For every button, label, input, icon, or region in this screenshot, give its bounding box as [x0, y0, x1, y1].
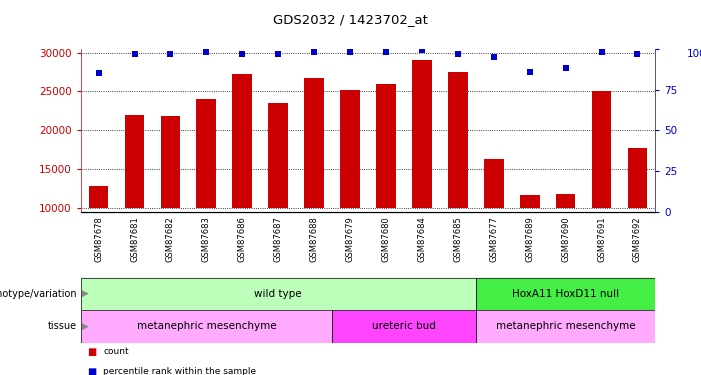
Text: GSM87682: GSM87682: [166, 216, 175, 262]
Text: metanephric mesenchyme: metanephric mesenchyme: [137, 321, 276, 332]
Point: [200, 49, 212, 55]
Bar: [304, 78, 324, 208]
Bar: [592, 92, 611, 208]
Text: GSM87678: GSM87678: [94, 216, 103, 262]
Text: count: count: [103, 346, 129, 355]
Point: [165, 51, 176, 57]
Bar: [412, 60, 432, 208]
Bar: [268, 103, 288, 208]
Bar: [556, 194, 576, 208]
Bar: [448, 72, 468, 208]
Text: GSM87687: GSM87687: [273, 216, 283, 262]
Point: [308, 49, 320, 55]
Point: [237, 51, 248, 57]
Text: percentile rank within the sample: percentile rank within the sample: [103, 367, 256, 375]
Text: GSM87689: GSM87689: [525, 216, 534, 262]
Bar: [81, 310, 332, 343]
Text: metanephric mesenchyme: metanephric mesenchyme: [496, 321, 635, 332]
Text: tissue: tissue: [48, 321, 77, 332]
Text: wild type: wild type: [254, 289, 302, 299]
Text: GSM87680: GSM87680: [381, 216, 390, 262]
Text: GSM87677: GSM87677: [489, 216, 498, 262]
Point: [129, 51, 140, 57]
Bar: [520, 195, 540, 208]
Text: GSM87692: GSM87692: [633, 216, 642, 262]
Bar: [233, 74, 252, 208]
Bar: [627, 148, 647, 208]
Bar: [332, 310, 476, 343]
Point: [344, 49, 355, 55]
Bar: [81, 278, 476, 310]
Text: ▶: ▶: [82, 290, 89, 298]
Bar: [484, 159, 503, 208]
Text: GSM87686: GSM87686: [238, 216, 247, 262]
Point: [93, 70, 104, 76]
Text: ■: ■: [88, 346, 97, 357]
Text: GSM87683: GSM87683: [202, 216, 211, 262]
Point: [381, 49, 392, 55]
Bar: [89, 186, 109, 208]
Text: ▶: ▶: [82, 322, 89, 331]
Bar: [161, 116, 180, 208]
Text: GSM87679: GSM87679: [346, 216, 355, 262]
Bar: [340, 90, 360, 208]
Text: ■: ■: [88, 367, 97, 375]
Point: [632, 51, 643, 57]
Point: [488, 54, 499, 60]
Text: GDS2032 / 1423702_at: GDS2032 / 1423702_at: [273, 13, 428, 26]
Point: [452, 51, 463, 57]
Point: [560, 65, 571, 71]
Text: genotype/variation: genotype/variation: [0, 289, 77, 299]
Bar: [376, 84, 396, 208]
Text: GSM87684: GSM87684: [417, 216, 426, 262]
Point: [524, 69, 536, 75]
Text: HoxA11 HoxD11 null: HoxA11 HoxD11 null: [512, 289, 619, 299]
Text: GSM87690: GSM87690: [561, 216, 570, 262]
Text: GSM87688: GSM87688: [310, 216, 319, 262]
Text: GSM87685: GSM87685: [454, 216, 463, 262]
Point: [416, 47, 428, 53]
Point: [273, 51, 284, 57]
Text: GSM87691: GSM87691: [597, 216, 606, 262]
Bar: [476, 310, 655, 343]
Bar: [476, 278, 655, 310]
Text: 100%: 100%: [687, 49, 701, 59]
Bar: [196, 99, 216, 208]
Bar: [125, 115, 144, 208]
Point: [596, 49, 607, 55]
Text: GSM87681: GSM87681: [130, 216, 139, 262]
Text: ureteric bud: ureteric bud: [372, 321, 436, 332]
